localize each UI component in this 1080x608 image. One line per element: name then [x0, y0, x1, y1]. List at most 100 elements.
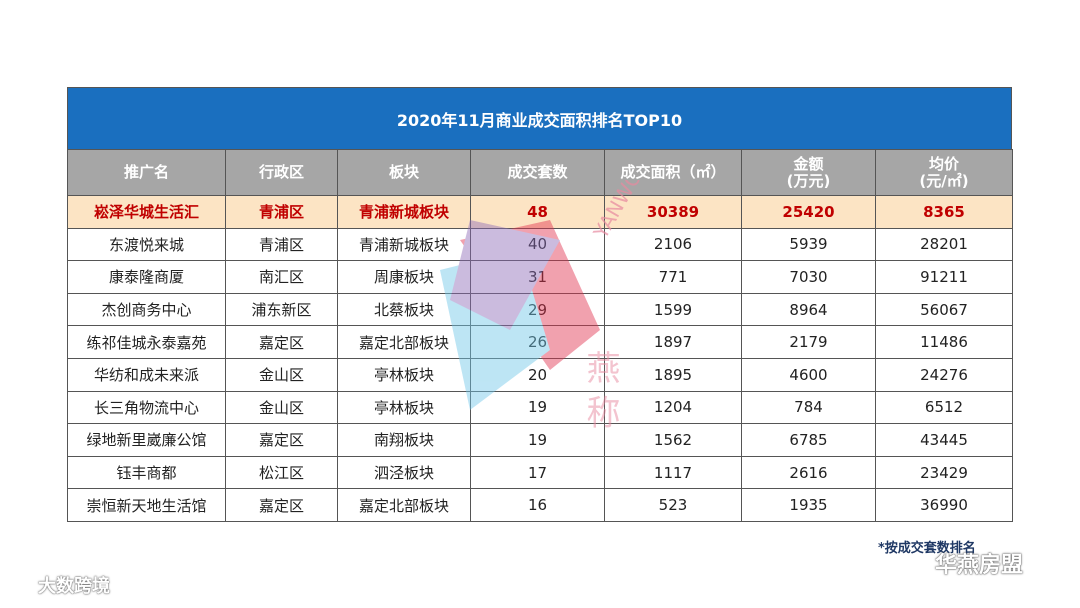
table-row: 练祁佳城永泰嘉苑 嘉定区 嘉定北部板块 26 1897 2179 11486: [67, 325, 1013, 359]
cell-district: 青浦区: [225, 195, 338, 229]
watermark-right: 华燕房盟: [905, 547, 1023, 579]
cell-name: 练祁佳城永泰嘉苑: [67, 325, 226, 359]
cell-amount: 7030: [741, 260, 876, 294]
table-row: 崧泽华城生活汇 青浦区 青浦新城板块 48 30389 25420 8365: [67, 195, 1013, 229]
table-row: 东渡悦来城 青浦区 青浦新城板块 40 2106 5939 28201: [67, 227, 1013, 262]
header-cell-district: 行政区: [225, 149, 338, 196]
cell-district: 嘉定区: [225, 423, 338, 457]
cell-block: 周康板块: [337, 260, 471, 294]
cell-name: 长三角物流中心: [67, 390, 226, 425]
cell-name: 华纺和成未来派: [67, 357, 226, 392]
watermark-left-text: 大数跨境: [38, 576, 110, 597]
cell-block: 青浦新城板块: [337, 195, 471, 229]
cell-price: 8365: [875, 195, 1013, 229]
cell-price: 28201: [875, 227, 1013, 262]
header-cell-units: 成交套数: [470, 149, 605, 196]
table-row: 长三角物流中心 金山区 亭林板块 19 1204 784 6512: [67, 390, 1013, 425]
wechat-icon: [905, 554, 929, 572]
cell-area: 771: [604, 260, 742, 294]
watermark-right-text: 华燕房盟: [935, 553, 1024, 578]
table-body: 崧泽华城生活汇 青浦区 青浦新城板块 48 30389 25420 8365 东渡悦来城 青浦区…: [67, 195, 1013, 522]
cell-block: 青浦新城板块: [337, 227, 471, 262]
cell-name: 钰丰商都: [67, 455, 226, 490]
cell-district: 嘉定区: [225, 325, 338, 359]
cell-name: 崧泽华城生活汇: [67, 195, 226, 229]
cell-block: 亭林板块: [337, 390, 471, 425]
cell-units: 31: [470, 260, 605, 294]
ranking-table-container: 2020年11月商业成交面积排名TOP10 推广名 行政区 板块 成交套数 成交…: [67, 87, 1013, 522]
table-row: 康泰隆商厦 南汇区 周康板块 31 771 7030 91211: [67, 260, 1013, 294]
cell-units: 20: [470, 357, 605, 392]
cell-price: 6512: [875, 390, 1013, 425]
table-title: 2020年11月商业成交面积排名TOP10: [67, 87, 1012, 149]
cell-area: 523: [604, 488, 742, 522]
cell-units: 19: [470, 390, 605, 425]
cell-price: 36990: [875, 488, 1013, 522]
cell-block: 嘉定北部板块: [337, 488, 471, 522]
cell-amount: 784: [741, 390, 876, 425]
cell-block: 亭林板块: [337, 357, 471, 392]
header-cell-area: 成交面积（㎡）: [604, 149, 742, 196]
cell-units: 29: [470, 292, 605, 327]
cell-area: 1895: [604, 357, 742, 392]
cell-block: 北蔡板块: [337, 292, 471, 327]
cell-price: 24276: [875, 357, 1013, 392]
cell-district: 松江区: [225, 455, 338, 490]
table-row: 华纺和成未来派 金山区 亭林板块 20 1895 4600 24276: [67, 357, 1013, 392]
cell-units: 40: [470, 227, 605, 262]
cell-amount: 1935: [741, 488, 876, 522]
cell-district: 青浦区: [225, 227, 338, 262]
table-row: 杰创商务中心 浦东新区 北蔡板块 29 1599 8964 56067: [67, 292, 1013, 327]
cell-district: 浦东新区: [225, 292, 338, 327]
cell-block: 嘉定北部板块: [337, 325, 471, 359]
header-cell-block: 板块: [337, 149, 471, 196]
header-cell-amount: 金额 (万元): [741, 149, 876, 196]
footnote: *按成交套数排名: [878, 541, 976, 556]
cell-district: 金山区: [225, 390, 338, 425]
cell-price: 23429: [875, 455, 1013, 490]
cell-price: 56067: [875, 292, 1013, 327]
cell-units: 16: [470, 488, 605, 522]
cell-area: 2106: [604, 227, 742, 262]
cell-district: 嘉定区: [225, 488, 338, 522]
brand-logo-icon: [11, 578, 33, 592]
cell-district: 南汇区: [225, 260, 338, 294]
cell-district: 金山区: [225, 357, 338, 392]
cell-units: 19: [470, 423, 605, 457]
cell-name: 康泰隆商厦: [67, 260, 226, 294]
header-row: 推广名 行政区 板块 成交套数 成交面积（㎡） 金额 (万元) 均价 (元/㎡): [67, 149, 1013, 196]
cell-area: 1599: [604, 292, 742, 327]
cell-price: 43445: [875, 423, 1013, 457]
cell-units: 48: [470, 195, 605, 229]
cell-amount: 8964: [741, 292, 876, 327]
ranking-table: 推广名 行政区 板块 成交套数 成交面积（㎡） 金额 (万元) 均价 (元/㎡) 崧…: [67, 149, 1013, 522]
cell-amount: 2179: [741, 325, 876, 359]
cell-amount: 25420: [741, 195, 876, 229]
cell-area: 1204: [604, 390, 742, 425]
cell-name: 杰创商务中心: [67, 292, 226, 327]
cell-units: 26: [470, 325, 605, 359]
cell-amount: 6785: [741, 423, 876, 457]
cell-name: 绿地新里崴廉公馆: [67, 423, 226, 457]
watermark-left: 大数跨境: [10, 572, 110, 598]
cell-area: 1562: [604, 423, 742, 457]
cell-amount: 2616: [741, 455, 876, 490]
header-cell-name: 推广名: [67, 149, 226, 196]
cell-block: 南翔板块: [337, 423, 471, 457]
cell-area: 30389: [604, 195, 742, 229]
table-row: 钰丰商都 松江区 泗泾板块 17 1117 2616 23429: [67, 455, 1013, 490]
cell-amount: 5939: [741, 227, 876, 262]
cell-area: 1897: [604, 325, 742, 359]
cell-amount: 4600: [741, 357, 876, 392]
table-row: 绿地新里崴廉公馆 嘉定区 南翔板块 19 1562 6785 43445: [67, 423, 1013, 457]
cell-name: 崇恒新天地生活馆: [67, 488, 226, 522]
cell-block: 泗泾板块: [337, 455, 471, 490]
table-row: 崇恒新天地生活馆 嘉定区 嘉定北部板块 16 523 1935 36990: [67, 488, 1013, 522]
cell-area: 1117: [604, 455, 742, 490]
cell-price: 11486: [875, 325, 1013, 359]
cell-name: 东渡悦来城: [67, 227, 226, 262]
header-cell-price: 均价 (元/㎡): [875, 149, 1013, 196]
cell-units: 17: [470, 455, 605, 490]
cell-price: 91211: [875, 260, 1013, 294]
